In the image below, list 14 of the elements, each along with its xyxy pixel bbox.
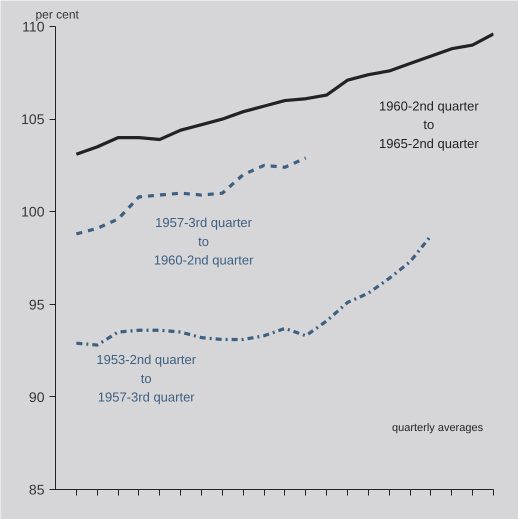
line-series [74, 156, 308, 236]
series-label: 1957-3rd quarter to 1960-2nd quarter [154, 215, 254, 268]
y-tick-label: 90 [28, 388, 45, 405]
y-axis-title: per cent [36, 8, 80, 22]
y-tick-label: 100 [21, 204, 45, 220]
series-label: 1960-2nd quarter to 1965-2nd quarter [378, 98, 480, 151]
line-series [74, 32, 494, 156]
line-series [74, 234, 433, 347]
y-tick-label: 85 [28, 482, 45, 498]
y-tick-label: 95 [28, 296, 45, 312]
annotation: quarterly averages [392, 422, 484, 434]
y-tick-label: 110 [22, 18, 45, 34]
y-tick-label: 105 [21, 111, 45, 128]
series-label: 1953-2nd quarter to 1957-3rd quarter [96, 352, 197, 405]
